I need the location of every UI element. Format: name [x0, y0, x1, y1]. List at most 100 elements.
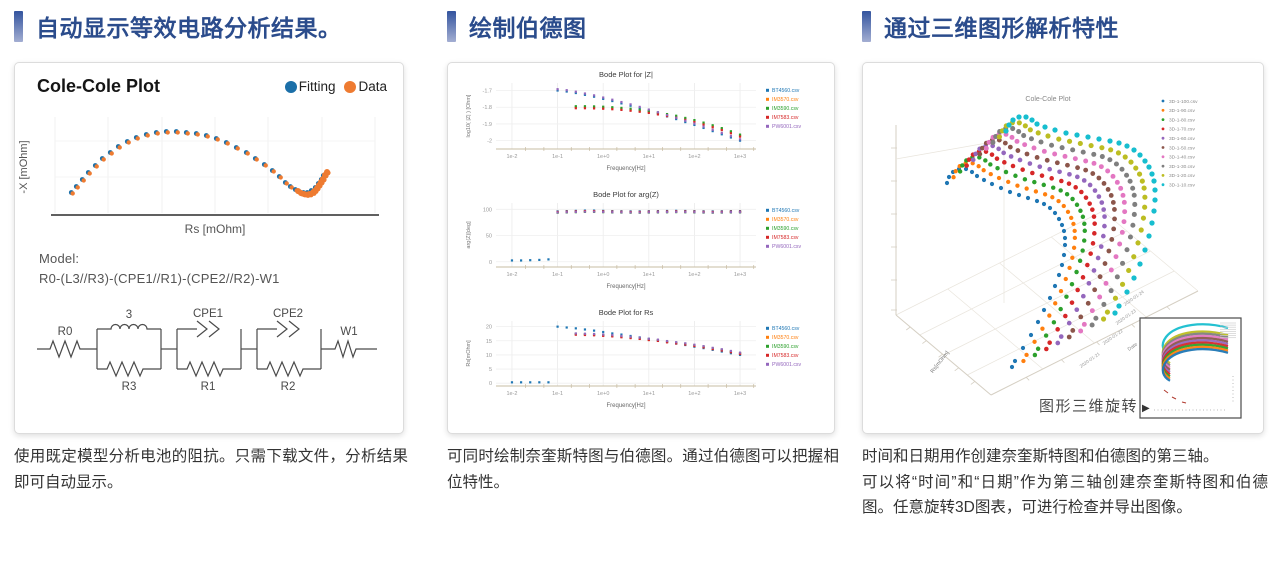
- svg-text:1e-2: 1e-2: [506, 391, 517, 397]
- svg-text:15: 15: [486, 339, 492, 345]
- caption-right: 时间和日期用作创建奈奎斯特图和伯德图的第三轴。 可以将“时间”和“日期”作为第三…: [862, 444, 1268, 521]
- section-3d-analysis: 通过三维图形解析特性 Cole-Cole Plot 3D-1-100.csv 3D-…: [862, 0, 1268, 587]
- label-r1: R1: [201, 381, 216, 393]
- bode-card: 1e-2 1e-1 1e+0 1e+1 1e+2 1e+3 -1.7 -1.8 -1.9 -2 Bo…: [447, 62, 835, 434]
- caption-middle: 可同时绘制奈奎斯特图与伯德图。通过伯德图可以把握相位特性。: [447, 448, 839, 491]
- svg-text:Date: Date: [1127, 342, 1139, 353]
- cpe2-symbol: [257, 320, 300, 338]
- svg-text:IM7583.csv: IM7583.csv: [772, 115, 799, 121]
- model-label: Model:: [39, 251, 80, 266]
- svg-text:IM3570.csv: IM3570.csv: [772, 217, 799, 223]
- circuit-labels: R0 3 CPE1 CPE2 W1 R3 R1 R2: [58, 308, 358, 393]
- svg-text:3D-1-50.csv: 3D-1-50.csv: [1169, 145, 1195, 151]
- svg-text:3D-1-30.csv: 3D-1-30.csv: [1169, 164, 1195, 170]
- label-r0: R0: [58, 326, 73, 338]
- svg-text:Bode Plot for Rs: Bode Plot for Rs: [599, 308, 654, 317]
- svg-text:1e+2: 1e+2: [688, 272, 700, 278]
- label-l3: 3: [126, 309, 132, 321]
- svg-text:2020-01-22: 2020-01-22: [1102, 328, 1124, 346]
- cole3d-svg: Cole-Cole Plot 3D-1-100.csv 3D-1-90.csv 3D-…: [891, 96, 1242, 419]
- section-heading-row: 绘制伯德图: [447, 8, 587, 44]
- svg-text:1e-1: 1e-1: [552, 272, 563, 278]
- svg-text:IM3590.csv: IM3590.csv: [772, 106, 799, 112]
- section-heading: 绘制伯德图: [469, 15, 587, 41]
- svg-text:3D-1-70.csv: 3D-1-70.csv: [1169, 127, 1195, 133]
- svg-text:3D-1-100.csv: 3D-1-100.csv: [1169, 99, 1198, 105]
- model-block: Model: R0-(L3//R3)-(CPE1//R1)-(CPE2//R2)…: [39, 249, 280, 288]
- data-dot-icon: [344, 81, 357, 93]
- svg-text:IM3570.csv: IM3570.csv: [772, 97, 799, 103]
- svg-text:IM7583.csv: IM7583.csv: [772, 235, 799, 241]
- svg-text:Frequency[Hz]: Frequency[Hz]: [606, 166, 645, 172]
- svg-text:3D-1-40.csv: 3D-1-40.csv: [1169, 155, 1195, 161]
- svg-text:0: 0: [489, 260, 492, 266]
- svg-text:BT4560.csv: BT4560.csv: [772, 326, 800, 332]
- legend-data-label: Data: [358, 79, 387, 94]
- section-heading-row: 通过三维图形解析特性: [862, 8, 1119, 44]
- legend-item-data: Data: [344, 79, 387, 94]
- resistor-r1: [177, 360, 241, 378]
- resistor-r2: [257, 360, 321, 378]
- caption-left: 使用既定模型分析电池的阻抗。只需下载文件，分析结果即可自动显示。: [14, 448, 408, 491]
- svg-text:3D-1-60.csv: 3D-1-60.csv: [1169, 136, 1195, 142]
- svg-text:1e+2: 1e+2: [688, 391, 700, 397]
- svg-text:3D-1-10.csv: 3D-1-10.csv: [1169, 183, 1195, 189]
- label-cpe1: CPE1: [193, 308, 223, 320]
- parallel-box-2: [176, 329, 242, 369]
- rotate-3d-text: 图形三维旋转: [1039, 398, 1139, 415]
- section-equivalent-circuit: 自动显示等效电路分析结果。 Cole-Cole Plot Fitting Dat…: [14, 0, 408, 587]
- svg-text:arg(Z)[deg]: arg(Z)[deg]: [466, 221, 472, 249]
- section-bode-plots: 绘制伯德图 1e-2 1e-1 1e+0 1e+1 1e+2 1e+3 -1.7 -1.8 -1…: [447, 0, 839, 587]
- bode-svg: 1e-2 1e-1 1e+0 1e+1 1e+2 1e+3 -1.7 -1.8 -1.9 -2 Bo…: [466, 70, 802, 409]
- svg-text:1e-2: 1e-2: [506, 272, 517, 278]
- label-r3: R3: [122, 381, 137, 393]
- cpe1-symbol: [177, 320, 220, 338]
- svg-text:IM3590.csv: IM3590.csv: [772, 226, 799, 232]
- svg-text:-1.9: -1.9: [483, 122, 492, 128]
- play-arrow-icon: ▶: [1142, 403, 1150, 414]
- section-heading: 自动显示等效电路分析结果。: [36, 15, 342, 41]
- section-heading: 通过三维图形解析特性: [884, 15, 1119, 41]
- cole-legend: Fitting Data: [284, 79, 387, 94]
- svg-text:PW6001.csv: PW6001.csv: [772, 244, 802, 250]
- svg-text:3D-1-90.csv: 3D-1-90.csv: [1169, 108, 1195, 114]
- label-r2: R2: [281, 381, 296, 393]
- svg-text:Cole-Cole Plot: Cole-Cole Plot: [1025, 96, 1070, 103]
- svg-text:100: 100: [483, 207, 492, 213]
- svg-text:-1.8: -1.8: [483, 105, 492, 111]
- svg-text:1e+1: 1e+1: [643, 272, 655, 278]
- svg-text:0: 0: [489, 381, 492, 387]
- svg-text:1e-2: 1e-2: [506, 154, 517, 160]
- caption-right-line2: 可以将“时间”和“日期”作为第三轴创建奈奎斯特图和伯德图。任意旋转3D图表，可进…: [862, 473, 1268, 517]
- heading-accent-bar: [862, 10, 871, 42]
- svg-text:1e+0: 1e+0: [597, 391, 609, 397]
- resistor-r3: [97, 360, 161, 378]
- svg-text:3D-1-20.csv: 3D-1-20.csv: [1169, 173, 1195, 179]
- svg-text:3D-1-80.csv: 3D-1-80.csv: [1169, 117, 1195, 123]
- svg-text:Bode Plot for |Z|: Bode Plot for |Z|: [599, 70, 653, 79]
- rotate-3d-label[interactable]: 图形三维旋转 ▶: [1039, 395, 1150, 416]
- svg-text:2020-01-21: 2020-01-21: [1079, 351, 1101, 369]
- svg-text:20: 20: [486, 325, 492, 331]
- svg-text:IM3570.csv: IM3570.csv: [772, 335, 799, 341]
- cole-3d-card: Cole-Cole Plot 3D-1-100.csv 3D-1-90.csv 3D-…: [862, 62, 1264, 434]
- svg-text:IM7583.csv: IM7583.csv: [772, 353, 799, 359]
- cole-plot-svg: -X [mOhm] Rs [mOhm]: [18, 117, 379, 236]
- resistor-r0: [37, 339, 97, 359]
- svg-text:1e+3: 1e+3: [734, 272, 746, 278]
- svg-text:1e-1: 1e-1: [552, 154, 563, 160]
- legend-item-fitting: Fitting: [284, 79, 335, 94]
- svg-text:1e+0: 1e+0: [597, 272, 609, 278]
- model-formula: R0-(L3//R3)-(CPE1//R1)-(CPE2//R2)-W1: [39, 270, 280, 286]
- svg-text:10: 10: [486, 353, 492, 359]
- svg-text:IM3590.csv: IM3590.csv: [772, 344, 799, 350]
- svg-text:Rs[mOhm]: Rs[mOhm]: [466, 340, 472, 367]
- plot-title: Cole-Cole Plot: [37, 76, 161, 96]
- inductor-l3: [97, 323, 161, 330]
- cole-cole-card: Cole-Cole Plot Fitting Data -X [mOhm] Rs …: [14, 62, 404, 434]
- svg-text:Frequency[Hz]: Frequency[Hz]: [606, 403, 645, 409]
- svg-text:1e+3: 1e+3: [734, 154, 746, 160]
- caption-right-line1: 时间和日期用作创建奈奎斯特图和伯德图的第三轴。: [862, 448, 1219, 465]
- svg-text:1e+0: 1e+0: [597, 154, 609, 160]
- svg-text:1e+3: 1e+3: [734, 391, 746, 397]
